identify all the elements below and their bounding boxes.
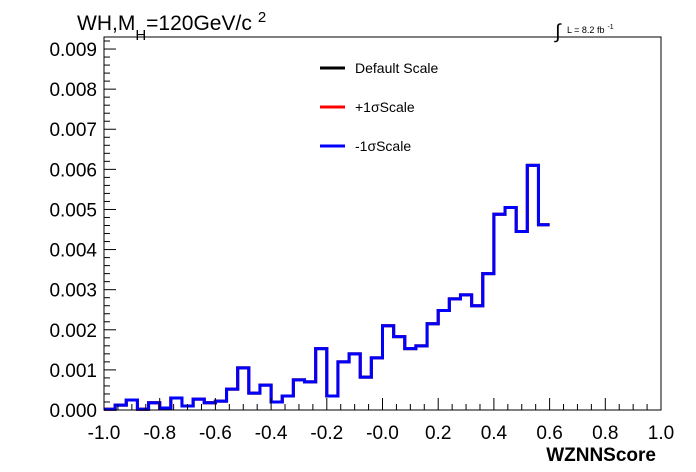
y-tick-label: 0.000 bbox=[49, 401, 97, 422]
x-tick-label: 1.0 bbox=[648, 423, 674, 444]
title-subscript: H bbox=[135, 27, 146, 44]
title-superscript: 2 bbox=[258, 9, 266, 26]
lumi-integral-sign: ∫ bbox=[554, 21, 562, 43]
x-axis-label: WZNNScore bbox=[546, 445, 656, 466]
x-tick-label: -0.2 bbox=[310, 423, 343, 444]
lumi-text: L = 8.2 fb bbox=[567, 25, 604, 35]
axes-layer: -1.0 -0.8 -0.6 -0.4 -0.2 -0.0 0.2 0.4 0.6 0.8 1.0 0… bbox=[49, 40, 674, 444]
legend-label-2: -1σScale bbox=[355, 138, 411, 154]
y-tick-label: 0.003 bbox=[49, 281, 97, 302]
x-tick-label: 0.2 bbox=[425, 423, 451, 444]
x-tick-label: -0.0 bbox=[366, 423, 399, 444]
lumi-superscript: -1 bbox=[607, 24, 613, 31]
series-layer bbox=[104, 163, 550, 411]
y-tick-label: 0.001 bbox=[49, 361, 97, 382]
x-tick-label: -0.8 bbox=[143, 423, 176, 444]
lumi-label: L = 8.2 fb -1 bbox=[567, 24, 614, 35]
title-rest: =120GeV/c bbox=[146, 12, 252, 35]
y-tick-label: 0.005 bbox=[49, 200, 97, 221]
x-tick-label: 0.6 bbox=[536, 423, 562, 444]
y-tick-label: 0.008 bbox=[49, 80, 97, 101]
y-tick-label: 0.004 bbox=[49, 241, 97, 262]
x-tick-label: -1.0 bbox=[88, 423, 121, 444]
x-tick-label: -0.4 bbox=[255, 423, 288, 444]
legend-label-0: Default Scale bbox=[355, 60, 438, 76]
legend: Default Scale +1σScale -1σScale bbox=[320, 60, 438, 154]
x-tick-label: 0.8 bbox=[592, 423, 618, 444]
legend-label-1: +1σScale bbox=[355, 99, 415, 115]
title-main: WH,M bbox=[77, 12, 135, 35]
y-tick-label: 0.002 bbox=[49, 321, 97, 342]
y-tick-label: 0.009 bbox=[49, 40, 97, 61]
y-tick-label: 0.007 bbox=[49, 120, 97, 141]
x-tick-label: 0.4 bbox=[481, 423, 508, 444]
y-tick-label: 0.006 bbox=[49, 160, 97, 181]
x-tick-label: -0.6 bbox=[199, 423, 232, 444]
series-line-2 bbox=[104, 163, 550, 411]
chart-title: WH,MH=120GeV/c 2 bbox=[77, 9, 266, 44]
